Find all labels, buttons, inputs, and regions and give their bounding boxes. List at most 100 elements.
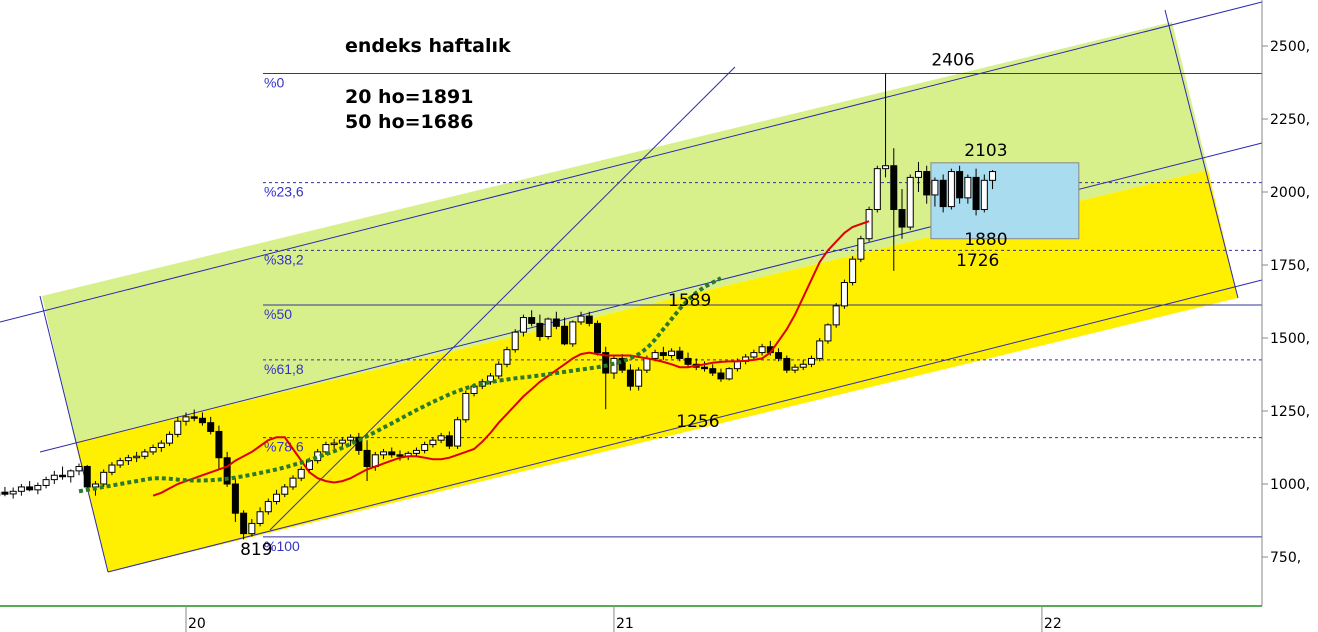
candle	[264, 498, 272, 515]
candle-body	[890, 165, 898, 211]
candle-body	[108, 464, 116, 473]
candle	[215, 425, 223, 470]
candle-body	[273, 493, 281, 503]
candle-body	[914, 171, 922, 178]
candle-body	[857, 238, 865, 260]
candle	[923, 165, 931, 204]
candle-body	[347, 436, 355, 441]
channel-left-edge	[39, 295, 109, 573]
candle-body	[750, 352, 758, 358]
candle	[668, 348, 676, 359]
upper-channel-fill	[42, 22, 1208, 442]
candle	[536, 314, 544, 341]
candle-body	[297, 468, 305, 479]
candle	[273, 489, 281, 505]
candle	[898, 189, 906, 239]
candle	[75, 463, 83, 476]
candle	[83, 465, 91, 492]
candle-body	[824, 324, 832, 342]
candle-body	[182, 416, 190, 422]
y-tick-label: 1250,	[1270, 404, 1310, 420]
candle	[190, 409, 198, 422]
candle	[429, 437, 437, 448]
candle-body	[388, 451, 396, 456]
candle-body	[972, 176, 980, 211]
candle-body	[133, 455, 141, 459]
candle-body	[240, 512, 248, 535]
x-tick-label: 21	[616, 616, 634, 632]
candle-body	[816, 340, 824, 359]
candle	[487, 373, 495, 385]
y-axis-panel	[1262, 0, 1318, 606]
candle-body	[83, 465, 91, 488]
candle	[67, 469, 75, 483]
candle-body	[429, 439, 437, 446]
candle-body	[248, 522, 256, 535]
ma20-line	[152, 220, 870, 497]
candle-body	[75, 465, 83, 472]
candle-body	[338, 439, 346, 444]
candle-body	[536, 322, 544, 338]
candle	[832, 302, 840, 328]
candle	[939, 174, 947, 213]
candle	[256, 507, 264, 527]
candle	[569, 320, 577, 347]
candle-body	[882, 165, 890, 170]
candle	[166, 431, 174, 447]
candle	[281, 484, 289, 498]
candle	[17, 484, 25, 496]
candle	[108, 462, 116, 476]
candle-body	[190, 416, 198, 419]
candle-body	[519, 317, 527, 333]
candle-body	[651, 352, 659, 359]
x-tick-label: 20	[188, 616, 206, 632]
candle-body	[964, 176, 972, 199]
fib-level-label: %0	[264, 74, 284, 90]
candle-body	[594, 322, 601, 354]
candle	[947, 168, 955, 210]
candle	[9, 487, 17, 499]
candle	[758, 343, 766, 356]
x-tick-label: 22	[1044, 616, 1062, 632]
candle-body	[67, 470, 75, 478]
candle	[594, 320, 601, 356]
candle	[519, 314, 527, 337]
candle	[42, 476, 50, 489]
candle-body	[100, 471, 108, 485]
candle-body	[577, 315, 585, 323]
candle	[602, 346, 610, 410]
candle	[676, 346, 684, 362]
candle	[561, 317, 569, 346]
candle	[157, 440, 165, 452]
candle-body	[174, 420, 182, 435]
candle	[684, 352, 692, 368]
fib-level-label: %61,8	[264, 361, 304, 377]
candle	[396, 450, 404, 461]
candle	[207, 416, 215, 435]
candle-body	[552, 318, 560, 327]
fib-level-label: %78.6	[264, 439, 304, 455]
candle-body	[256, 511, 264, 524]
candle-body	[207, 422, 215, 432]
y-tick-label: 750,	[1270, 550, 1301, 566]
candle	[577, 311, 585, 325]
candle-body	[223, 457, 231, 485]
candle-body	[445, 435, 453, 447]
candle-body	[59, 474, 67, 478]
candle-body	[363, 449, 371, 467]
candle	[347, 434, 355, 447]
candle-body	[421, 444, 429, 451]
candle-body	[330, 442, 338, 446]
candle-body	[34, 484, 42, 491]
candle	[709, 364, 717, 376]
candle	[857, 235, 865, 263]
price-annotation: 2103	[964, 141, 1007, 161]
price-annotation: 819	[240, 540, 272, 560]
candle	[322, 441, 330, 455]
candle	[799, 359, 807, 371]
candle-body	[380, 451, 388, 456]
candle-body	[544, 318, 552, 338]
candle-body	[849, 258, 857, 284]
lower-channel-fill	[75, 170, 1238, 572]
